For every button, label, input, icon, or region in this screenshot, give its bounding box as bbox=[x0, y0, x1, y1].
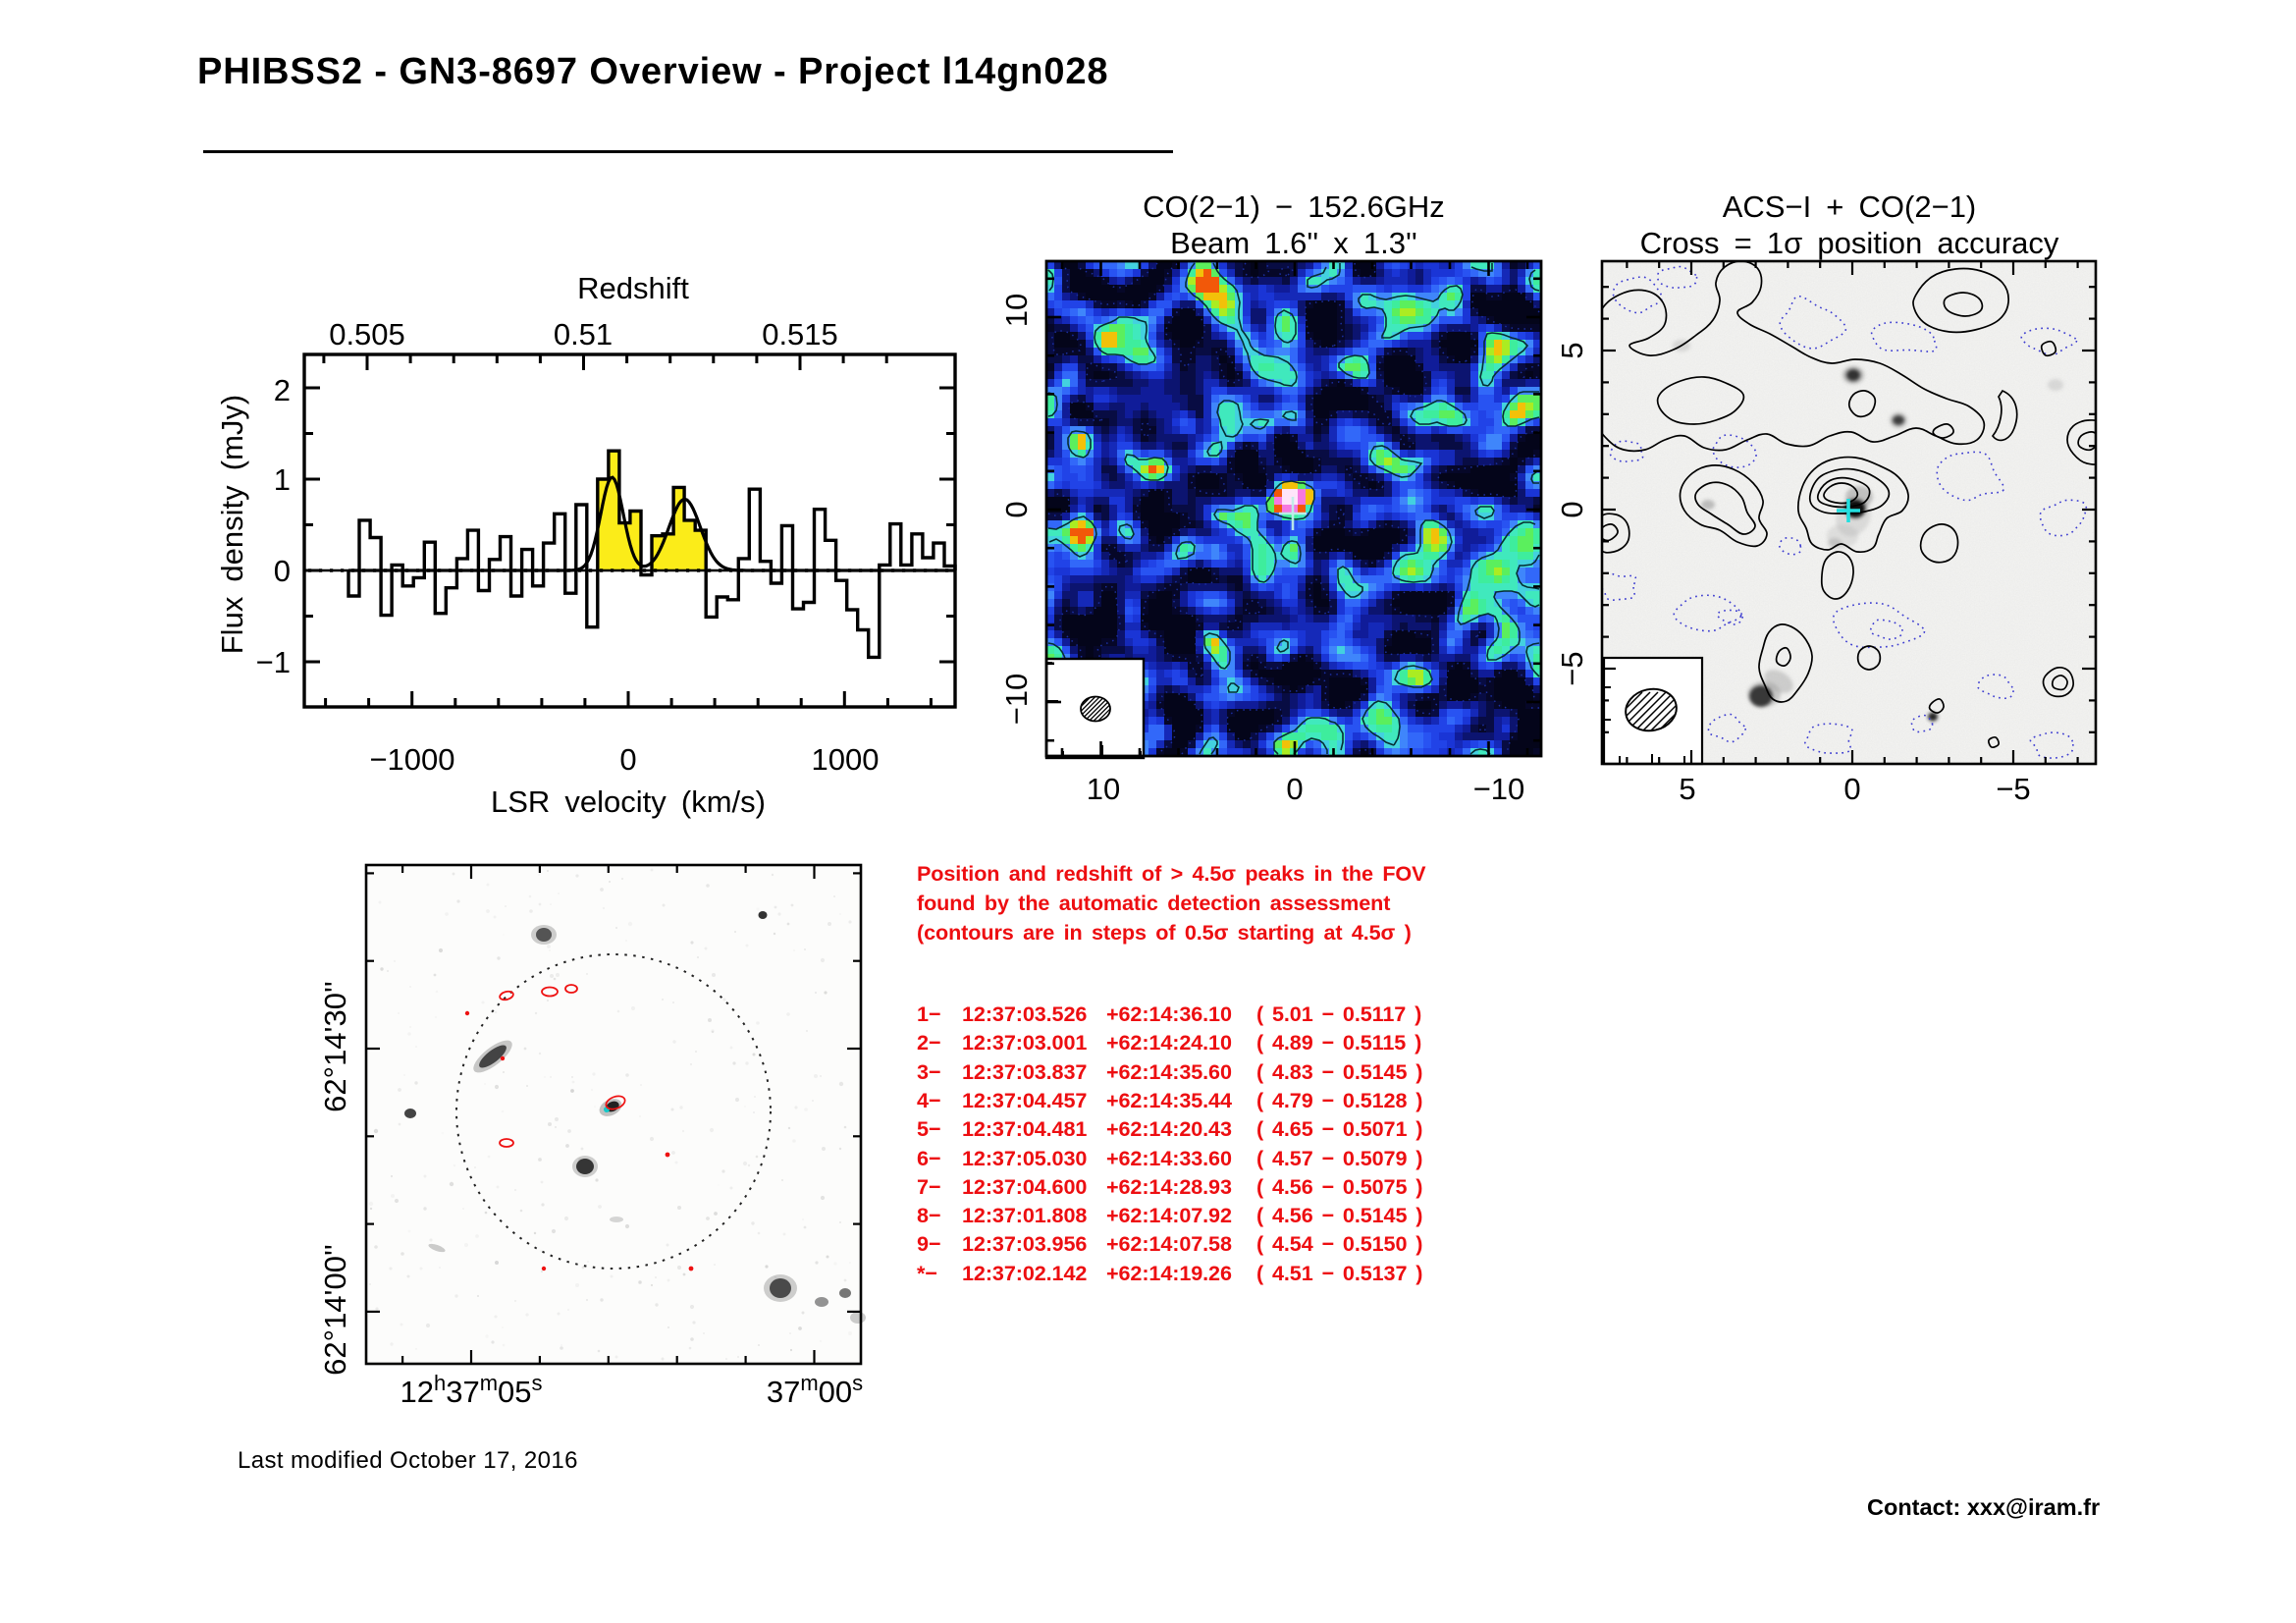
svg-text:LSR velocity (km/s): LSR velocity (km/s) bbox=[491, 784, 766, 819]
svg-text:5: 5 bbox=[1555, 342, 1589, 358]
svg-text:0: 0 bbox=[999, 501, 1034, 517]
svg-text:−10: −10 bbox=[999, 674, 1034, 726]
svg-text:1000: 1000 bbox=[812, 742, 880, 777]
svg-text:62°14'30'': 62°14'30'' bbox=[318, 981, 352, 1112]
svg-text:0: 0 bbox=[1843, 772, 1860, 806]
svg-text:−10: −10 bbox=[1473, 772, 1525, 806]
svg-text:0.515: 0.515 bbox=[762, 317, 838, 352]
svg-text:Cross = 1σ position accura: Cross = 1σ position accuracy bbox=[1640, 226, 2059, 260]
svg-text:0: 0 bbox=[274, 554, 291, 588]
svg-text:CO(2−1) − 152.6GHz: CO(2−1) − 152.6GHz bbox=[1143, 189, 1445, 224]
svg-text:−5: −5 bbox=[1996, 772, 2030, 806]
svg-text:Beam 1.6'' x 1.3'': Beam 1.6'' x 1.3'' bbox=[1170, 226, 1417, 260]
svg-text:1: 1 bbox=[274, 462, 291, 497]
svg-text:5: 5 bbox=[1679, 772, 1695, 806]
svg-text:−5: −5 bbox=[1555, 651, 1589, 685]
svg-text:12h37m05s: 12h37m05s bbox=[400, 1371, 542, 1409]
svg-text:2: 2 bbox=[274, 373, 291, 407]
svg-text:62°14'00'': 62°14'00'' bbox=[318, 1244, 352, 1376]
svg-text:ACS−I + CO(2−1): ACS−I + CO(2−1) bbox=[1723, 189, 1977, 224]
svg-text:0.505: 0.505 bbox=[329, 317, 405, 352]
svg-text:10: 10 bbox=[999, 294, 1034, 327]
svg-text:Flux density (mJy): Flux density (mJy) bbox=[215, 395, 249, 654]
svg-text:0: 0 bbox=[1555, 501, 1589, 517]
svg-text:10: 10 bbox=[1087, 772, 1120, 806]
svg-text:0: 0 bbox=[619, 742, 636, 777]
svg-text:−1: −1 bbox=[256, 645, 291, 679]
svg-text:−1000: −1000 bbox=[369, 742, 454, 777]
svg-text:0.51: 0.51 bbox=[554, 317, 613, 352]
svg-text:37m00s: 37m00s bbox=[767, 1371, 863, 1409]
svg-text:Redshift: Redshift bbox=[577, 271, 689, 305]
svg-text:0: 0 bbox=[1286, 772, 1303, 806]
